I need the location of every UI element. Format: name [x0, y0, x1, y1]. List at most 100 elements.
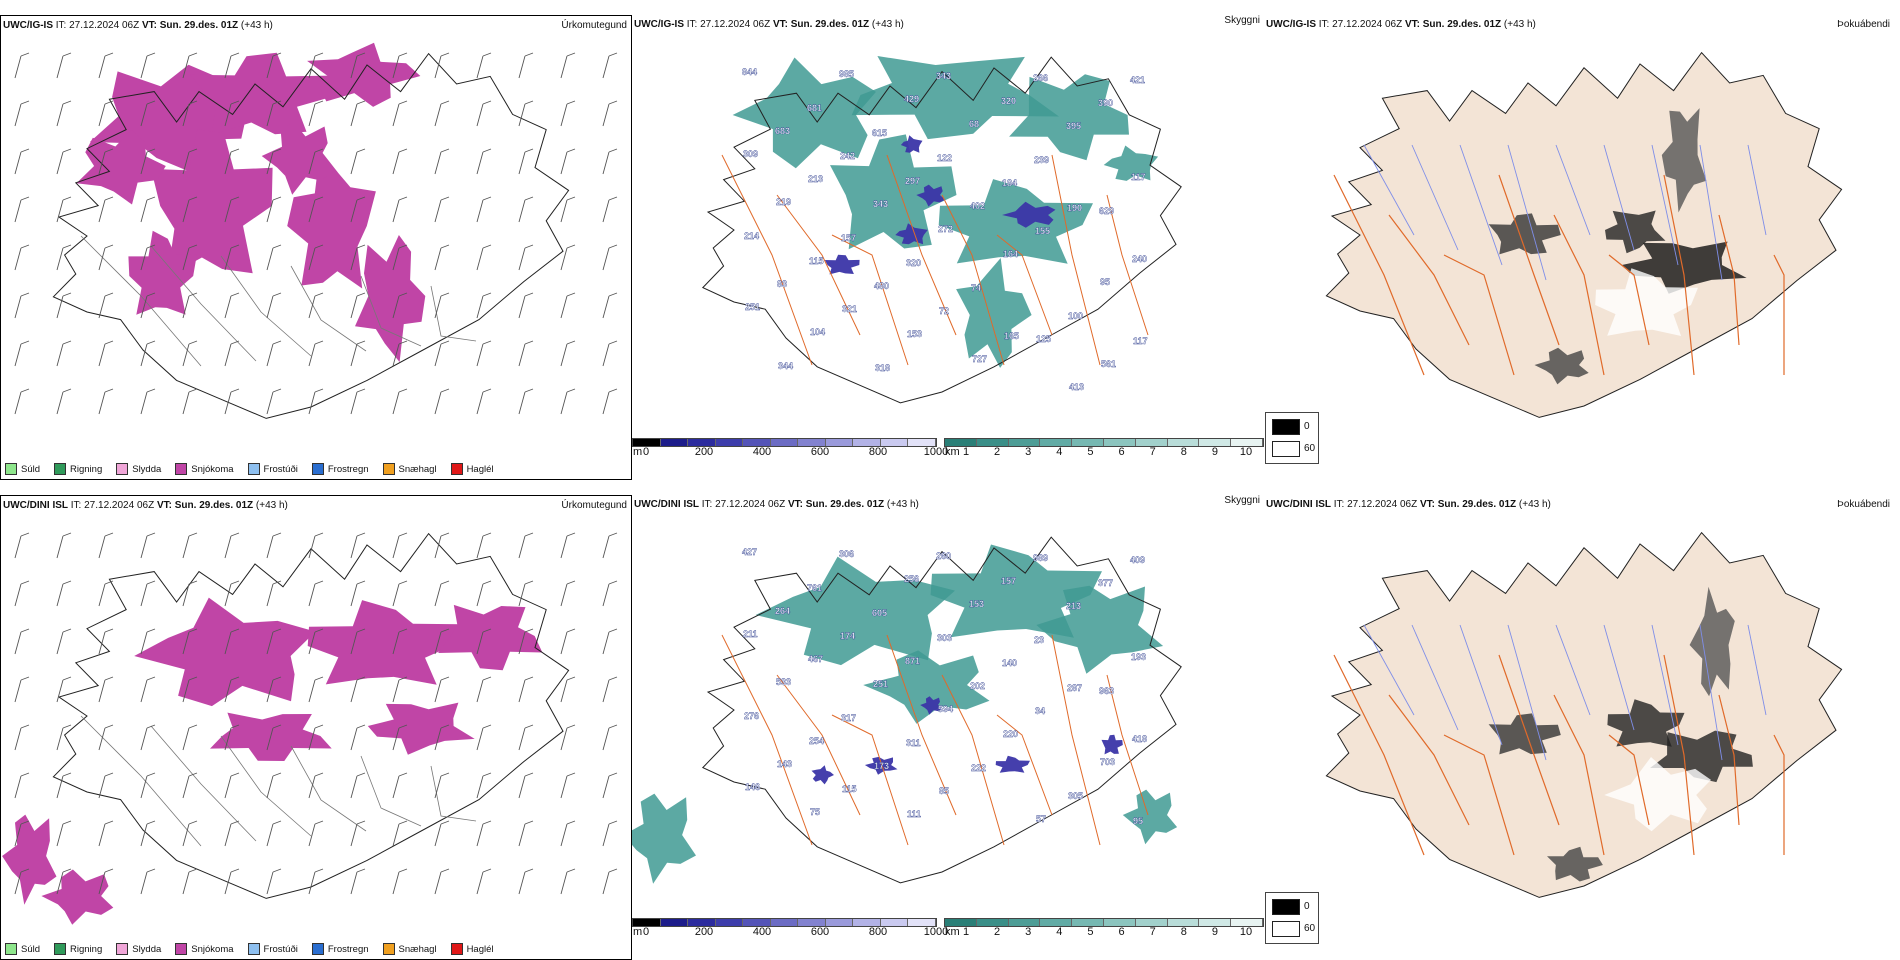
- wind-barb-flag: [524, 724, 534, 729]
- cloud-base-label: 23: [1034, 635, 1044, 645]
- wind-barb-flag: [608, 388, 618, 393]
- legend-label: Frostúði: [263, 463, 298, 475]
- road-line: [1773, 254, 1785, 375]
- wind-barb-flag: [440, 580, 450, 585]
- cloud-base-label: 143: [777, 759, 792, 769]
- wind-barb-flag: [356, 628, 366, 633]
- wind-barb-flag: [356, 148, 366, 153]
- wind-barb-flag: [230, 772, 240, 777]
- it-label: IT:: [1333, 499, 1345, 510]
- wind-barb-flag: [314, 532, 324, 537]
- legend-item: Slydda: [116, 943, 161, 955]
- wind-barb: [308, 199, 316, 223]
- cloud-base-label: 83: [777, 279, 787, 289]
- wind-barb-flag: [230, 292, 240, 297]
- wind-barb-flag: [524, 388, 534, 393]
- wind-barb: [350, 823, 358, 847]
- wind-barb-flag: [398, 340, 408, 345]
- colorbar-cell: [633, 439, 661, 446]
- wind-barb: [602, 151, 610, 175]
- wind-barb-flag: [608, 580, 618, 585]
- cloud-base-label: 111: [907, 809, 921, 819]
- wind-barb: [224, 151, 232, 175]
- wind-barb: [560, 535, 568, 559]
- wind-barb: [182, 871, 190, 895]
- wind-barb-flag: [62, 100, 72, 105]
- wind-barb-flag: [272, 340, 282, 345]
- cloud-base-label: 190: [1067, 203, 1082, 213]
- colorbar-cell: [688, 919, 716, 926]
- cloud-base-label: 343: [873, 199, 888, 209]
- wind-barb-flag: [62, 820, 72, 825]
- wind-barb-flag: [482, 580, 492, 585]
- wind-barb: [560, 199, 568, 223]
- wind-barb: [476, 103, 484, 127]
- wind-barb: [182, 295, 190, 319]
- wind-barb-flag: [608, 196, 618, 201]
- fog-legend-label: 0: [1304, 421, 1310, 432]
- legend-swatch: [54, 463, 67, 475]
- cloud-base-label: 343: [936, 71, 951, 81]
- wind-barb: [350, 727, 358, 751]
- colorbar-cell: [1008, 919, 1041, 926]
- cloud-base-label: 117: [1131, 172, 1146, 182]
- wind-barb-flag: [272, 628, 282, 633]
- cloud-base-label: 104: [810, 327, 825, 337]
- wind-barb: [392, 775, 400, 799]
- wind-barb-flag: [62, 292, 72, 297]
- river-line: [1651, 144, 1679, 266]
- wind-barb-flag: [62, 340, 72, 345]
- wind-barb-flag: [20, 628, 30, 633]
- fog-area: [1534, 347, 1589, 385]
- wind-barb: [560, 247, 568, 271]
- wind-barb: [56, 727, 64, 751]
- visibility-area: [1103, 145, 1159, 181]
- road-line: [1498, 174, 1560, 346]
- colorbar-cell: [743, 919, 771, 926]
- panel-title: Þokuábendi: [1837, 499, 1890, 510]
- wind-barb-flag: [188, 148, 198, 153]
- wind-barb: [266, 55, 274, 79]
- wind-barb-flag: [104, 244, 114, 249]
- wind-barb-flag: [314, 148, 324, 153]
- colorbar-cell: [1135, 919, 1168, 926]
- wind-barb-flag: [62, 676, 72, 681]
- colorbar-tick-label: 400: [752, 926, 772, 938]
- wind-barb: [434, 871, 442, 895]
- legend-item: Rigning: [54, 463, 102, 475]
- colorbar-cell: [1135, 439, 1168, 446]
- wind-barb-flag: [230, 580, 240, 585]
- wind-barb-flag: [356, 724, 366, 729]
- river-line: [1411, 144, 1459, 251]
- colorbar-tick-label: 10: [1239, 446, 1253, 458]
- wind-barb-flag: [440, 772, 450, 777]
- wind-barb: [56, 535, 64, 559]
- fog-legend-label: 0: [1304, 901, 1310, 912]
- wind-barb: [350, 871, 358, 895]
- legend-swatch: [450, 463, 463, 475]
- wind-barb: [266, 391, 274, 415]
- wind-barb: [476, 295, 484, 319]
- colorbar-tick-label: 600: [810, 446, 830, 458]
- snow-areas: [76, 42, 426, 363]
- low-cloud-area: [824, 254, 860, 275]
- road-line: [721, 154, 813, 366]
- snow-area: [2, 814, 57, 905]
- wind-barb-flag: [608, 868, 618, 873]
- wind-barb-flag: [62, 772, 72, 777]
- wind-barb: [476, 343, 484, 367]
- wind-barb-flag: [146, 100, 156, 105]
- wind-barb: [434, 199, 442, 223]
- cloud-base-label: 165: [1004, 331, 1019, 341]
- wind-barb: [14, 247, 22, 271]
- wind-barb-flag: [524, 580, 534, 585]
- legend-item: Frostúði: [247, 463, 298, 475]
- river-line: [1555, 144, 1591, 236]
- wind-barb: [14, 151, 22, 175]
- road-line: [1773, 734, 1785, 855]
- colorbar-tick-label: 3: [1025, 446, 1032, 458]
- wind-barb: [182, 727, 190, 751]
- wind-barb: [266, 871, 274, 895]
- road-line: [360, 755, 422, 827]
- cloud-base-label: 157: [841, 233, 856, 243]
